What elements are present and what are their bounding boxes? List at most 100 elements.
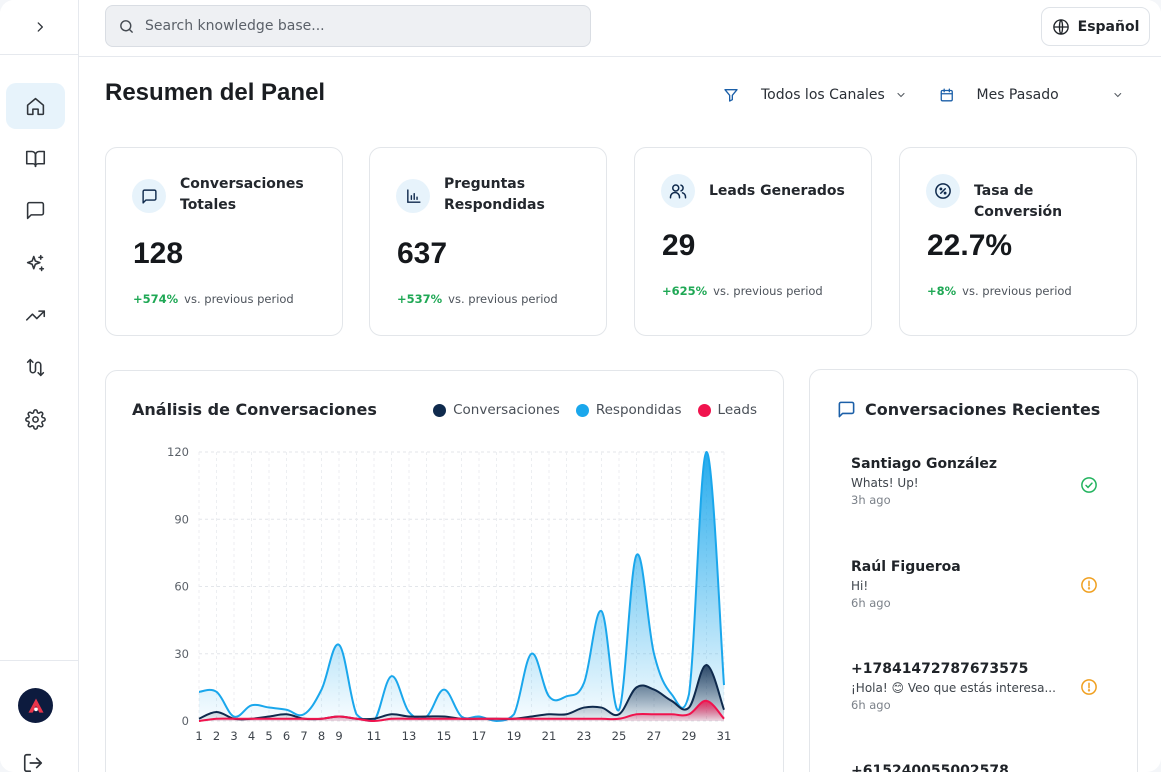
check-circle-icon bbox=[1081, 477, 1097, 493]
stat-label: Leads Generados bbox=[709, 183, 845, 199]
series-line-leads[interactable] bbox=[198, 699, 725, 722]
legend-item-respondidas[interactable]: Respondidas bbox=[575, 402, 682, 418]
page-title: Resumen del Panel bbox=[105, 79, 326, 106]
stat-change-percent: +8% bbox=[927, 284, 957, 298]
legend-dot bbox=[433, 403, 447, 417]
stat-value: 128 bbox=[133, 237, 184, 270]
x-tick-label: 2 bbox=[213, 729, 220, 743]
stat-change-percent: +574% bbox=[133, 292, 179, 306]
stat-icon-wrap bbox=[132, 179, 166, 213]
x-tick-label: 7 bbox=[300, 729, 307, 743]
conversation-item[interactable]: Santiago González Whats! Up! 3h ago bbox=[851, 456, 1111, 507]
channel-filter-dropdown[interactable]: Todos los Canales bbox=[723, 80, 907, 110]
sidebar-item-settings[interactable] bbox=[6, 396, 65, 442]
x-tick-label: 13 bbox=[402, 729, 417, 743]
book-open-icon bbox=[25, 150, 46, 167]
stat-card-total-conversations: Conversaciones Totales 128 +574% vs. prev… bbox=[105, 147, 343, 336]
stat-card-conversion-rate: Tasa de Conversión 22.7% +8% vs. previous… bbox=[899, 147, 1137, 336]
legend-dot bbox=[575, 403, 589, 417]
legend-item-conversaciones[interactable]: Conversaciones bbox=[433, 402, 560, 418]
x-tick-label: 11 bbox=[367, 729, 382, 743]
x-tick-label: 17 bbox=[472, 729, 487, 743]
sidebar-toggle-button[interactable] bbox=[0, 0, 79, 55]
x-tick-label: 15 bbox=[437, 729, 452, 743]
conversation-name: Raúl Figueroa bbox=[851, 559, 961, 575]
language-button[interactable]: Español bbox=[1041, 7, 1150, 46]
search-icon bbox=[120, 19, 133, 33]
filter-icon bbox=[724, 89, 738, 102]
x-tick-label: 23 bbox=[577, 729, 592, 743]
sidebar-item-conversations[interactable] bbox=[6, 187, 65, 233]
sidebar-divider bbox=[0, 660, 79, 661]
conversation-message: Hi! bbox=[851, 579, 869, 593]
x-tick-label: 5 bbox=[265, 729, 272, 743]
bar-chart-icon bbox=[406, 188, 421, 203]
y-tick-label: 120 bbox=[167, 445, 189, 459]
calendar-icon bbox=[940, 88, 953, 102]
message-square-icon bbox=[26, 201, 45, 219]
stat-change: +625% vs. previous period bbox=[662, 284, 823, 298]
conversation-time: 6h ago bbox=[851, 698, 891, 712]
chart-legend: Conversaciones Respondidas Leads bbox=[433, 402, 757, 418]
sidebar-item-integrations[interactable] bbox=[6, 344, 65, 390]
stat-change: +574% vs. previous period bbox=[133, 292, 294, 306]
sidebar-item-knowledge[interactable] bbox=[6, 135, 65, 181]
chart-card: Análisis de Conversaciones Conversacione… bbox=[105, 370, 784, 772]
period-filter-dropdown[interactable]: Mes Pasado bbox=[939, 80, 1124, 110]
x-tick-label: 31 bbox=[717, 729, 732, 743]
logout-icon bbox=[23, 753, 43, 772]
stat-card-answered-questions: Preguntas Respondidas 637 +537% vs. previ… bbox=[369, 147, 607, 336]
conversation-time: 6h ago bbox=[851, 596, 891, 610]
avatar[interactable] bbox=[18, 688, 53, 723]
x-tick-label: 27 bbox=[647, 729, 662, 743]
stat-value: 637 bbox=[397, 237, 448, 270]
chart-title: Análisis de Conversaciones bbox=[132, 400, 377, 419]
x-tick-label: 6 bbox=[283, 729, 290, 743]
sparkles-icon bbox=[26, 254, 45, 271]
stat-change: +8% vs. previous period bbox=[927, 284, 1072, 298]
conversation-message: ¡Hola! 😊 Veo que estás interesa... bbox=[851, 681, 1056, 695]
chevron-right-icon bbox=[37, 22, 43, 32]
stat-icon-wrap bbox=[926, 174, 960, 208]
stat-value: 29 bbox=[662, 229, 696, 262]
sidebar-item-ai[interactable] bbox=[6, 240, 65, 286]
y-tick-label: 60 bbox=[174, 580, 189, 594]
x-tick-label: 29 bbox=[682, 729, 697, 743]
logout-button[interactable] bbox=[22, 752, 44, 772]
period-filter-label: Mes Pasado bbox=[976, 87, 1059, 103]
alert-circle-icon bbox=[1081, 679, 1097, 695]
x-tick-label: 3 bbox=[230, 729, 237, 743]
conversation-item[interactable]: Raúl Figueroa Hi! 6h ago bbox=[851, 559, 1111, 610]
sidebar bbox=[0, 0, 79, 772]
x-tick-label: 8 bbox=[318, 729, 325, 743]
search-input[interactable] bbox=[145, 18, 565, 34]
message-square-icon bbox=[141, 188, 157, 204]
stat-label: Conversaciones Totales bbox=[180, 176, 304, 213]
x-tick-label: 4 bbox=[248, 729, 255, 743]
stat-change-text: vs. previous period bbox=[962, 284, 1072, 298]
legend-label: Respondidas bbox=[595, 402, 682, 418]
globe-icon bbox=[1052, 18, 1069, 35]
users-icon bbox=[669, 184, 687, 199]
channel-filter-label: Todos los Canales bbox=[761, 87, 885, 103]
legend-item-leads[interactable]: Leads bbox=[697, 402, 757, 418]
search-box[interactable] bbox=[105, 5, 591, 47]
language-label: Español bbox=[1077, 18, 1140, 35]
legend-label: Leads bbox=[717, 402, 757, 418]
stat-card-leads: Leads Generados 29 +625% vs. previous per… bbox=[634, 147, 872, 336]
conversation-time: 3h ago bbox=[851, 493, 891, 507]
trending-up-icon bbox=[25, 309, 46, 321]
stat-change-percent: +625% bbox=[662, 284, 708, 298]
sidebar-item-home[interactable] bbox=[6, 83, 65, 129]
legend-label: Conversaciones bbox=[453, 402, 560, 418]
stat-change-text: vs. previous period bbox=[713, 284, 823, 298]
recent-conversations-title: Conversaciones Recientes bbox=[865, 400, 1101, 419]
conversation-item[interactable]: +17841472787673575 ¡Hola! 😊 Veo que está… bbox=[851, 661, 1111, 712]
conversation-item[interactable]: +615240055002578 bbox=[851, 763, 1111, 772]
stat-change-text: vs. previous period bbox=[448, 292, 558, 306]
conversation-name: +17841472787673575 bbox=[851, 661, 1029, 677]
sidebar-item-analytics[interactable] bbox=[6, 292, 65, 338]
home-icon bbox=[26, 97, 45, 115]
series-area-respondidas bbox=[199, 451, 724, 721]
